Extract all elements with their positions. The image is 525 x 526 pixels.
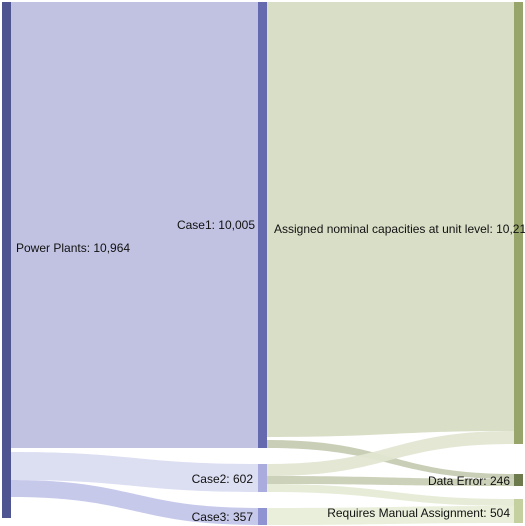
node-label-requires-manual-assignment: Requires Manual Assignment: 504 [327, 506, 510, 520]
node-label-case3: Case3: 357 [192, 510, 254, 524]
sankey-links [11, 2, 514, 525]
link-c2-anc [267, 431, 514, 476]
node-bar-anc [514, 2, 523, 444]
node-label-data-error: Data Error: 246 [428, 474, 510, 488]
link-pp-c1 [11, 2, 258, 448]
link-pp-c3 [11, 480, 258, 525]
link-c1-anc [267, 2, 514, 437]
link-c2-rma [267, 484, 514, 506]
link-c2-de [267, 476, 514, 486]
sankey-labels: Power Plants: 10,964 Case1: 10,005 Case2… [16, 218, 525, 524]
node-bar-de [514, 474, 523, 486]
node-bar-pp [2, 2, 11, 518]
node-bar-c2 [258, 464, 267, 492]
node-label-case2: Case2: 602 [192, 472, 254, 486]
node-bar-c1 [258, 2, 267, 448]
link-pp-c2 [11, 452, 258, 492]
link-c3-rma [267, 506, 514, 525]
node-label-case1: Case1: 10,005 [177, 218, 255, 232]
node-label-assigned-capacities: Assigned nominal capacities at unit leve… [274, 222, 525, 236]
node-bar-rma [514, 499, 523, 523]
node-bar-c3 [258, 508, 267, 525]
node-label-power-plants: Power Plants: 10,964 [16, 241, 130, 255]
